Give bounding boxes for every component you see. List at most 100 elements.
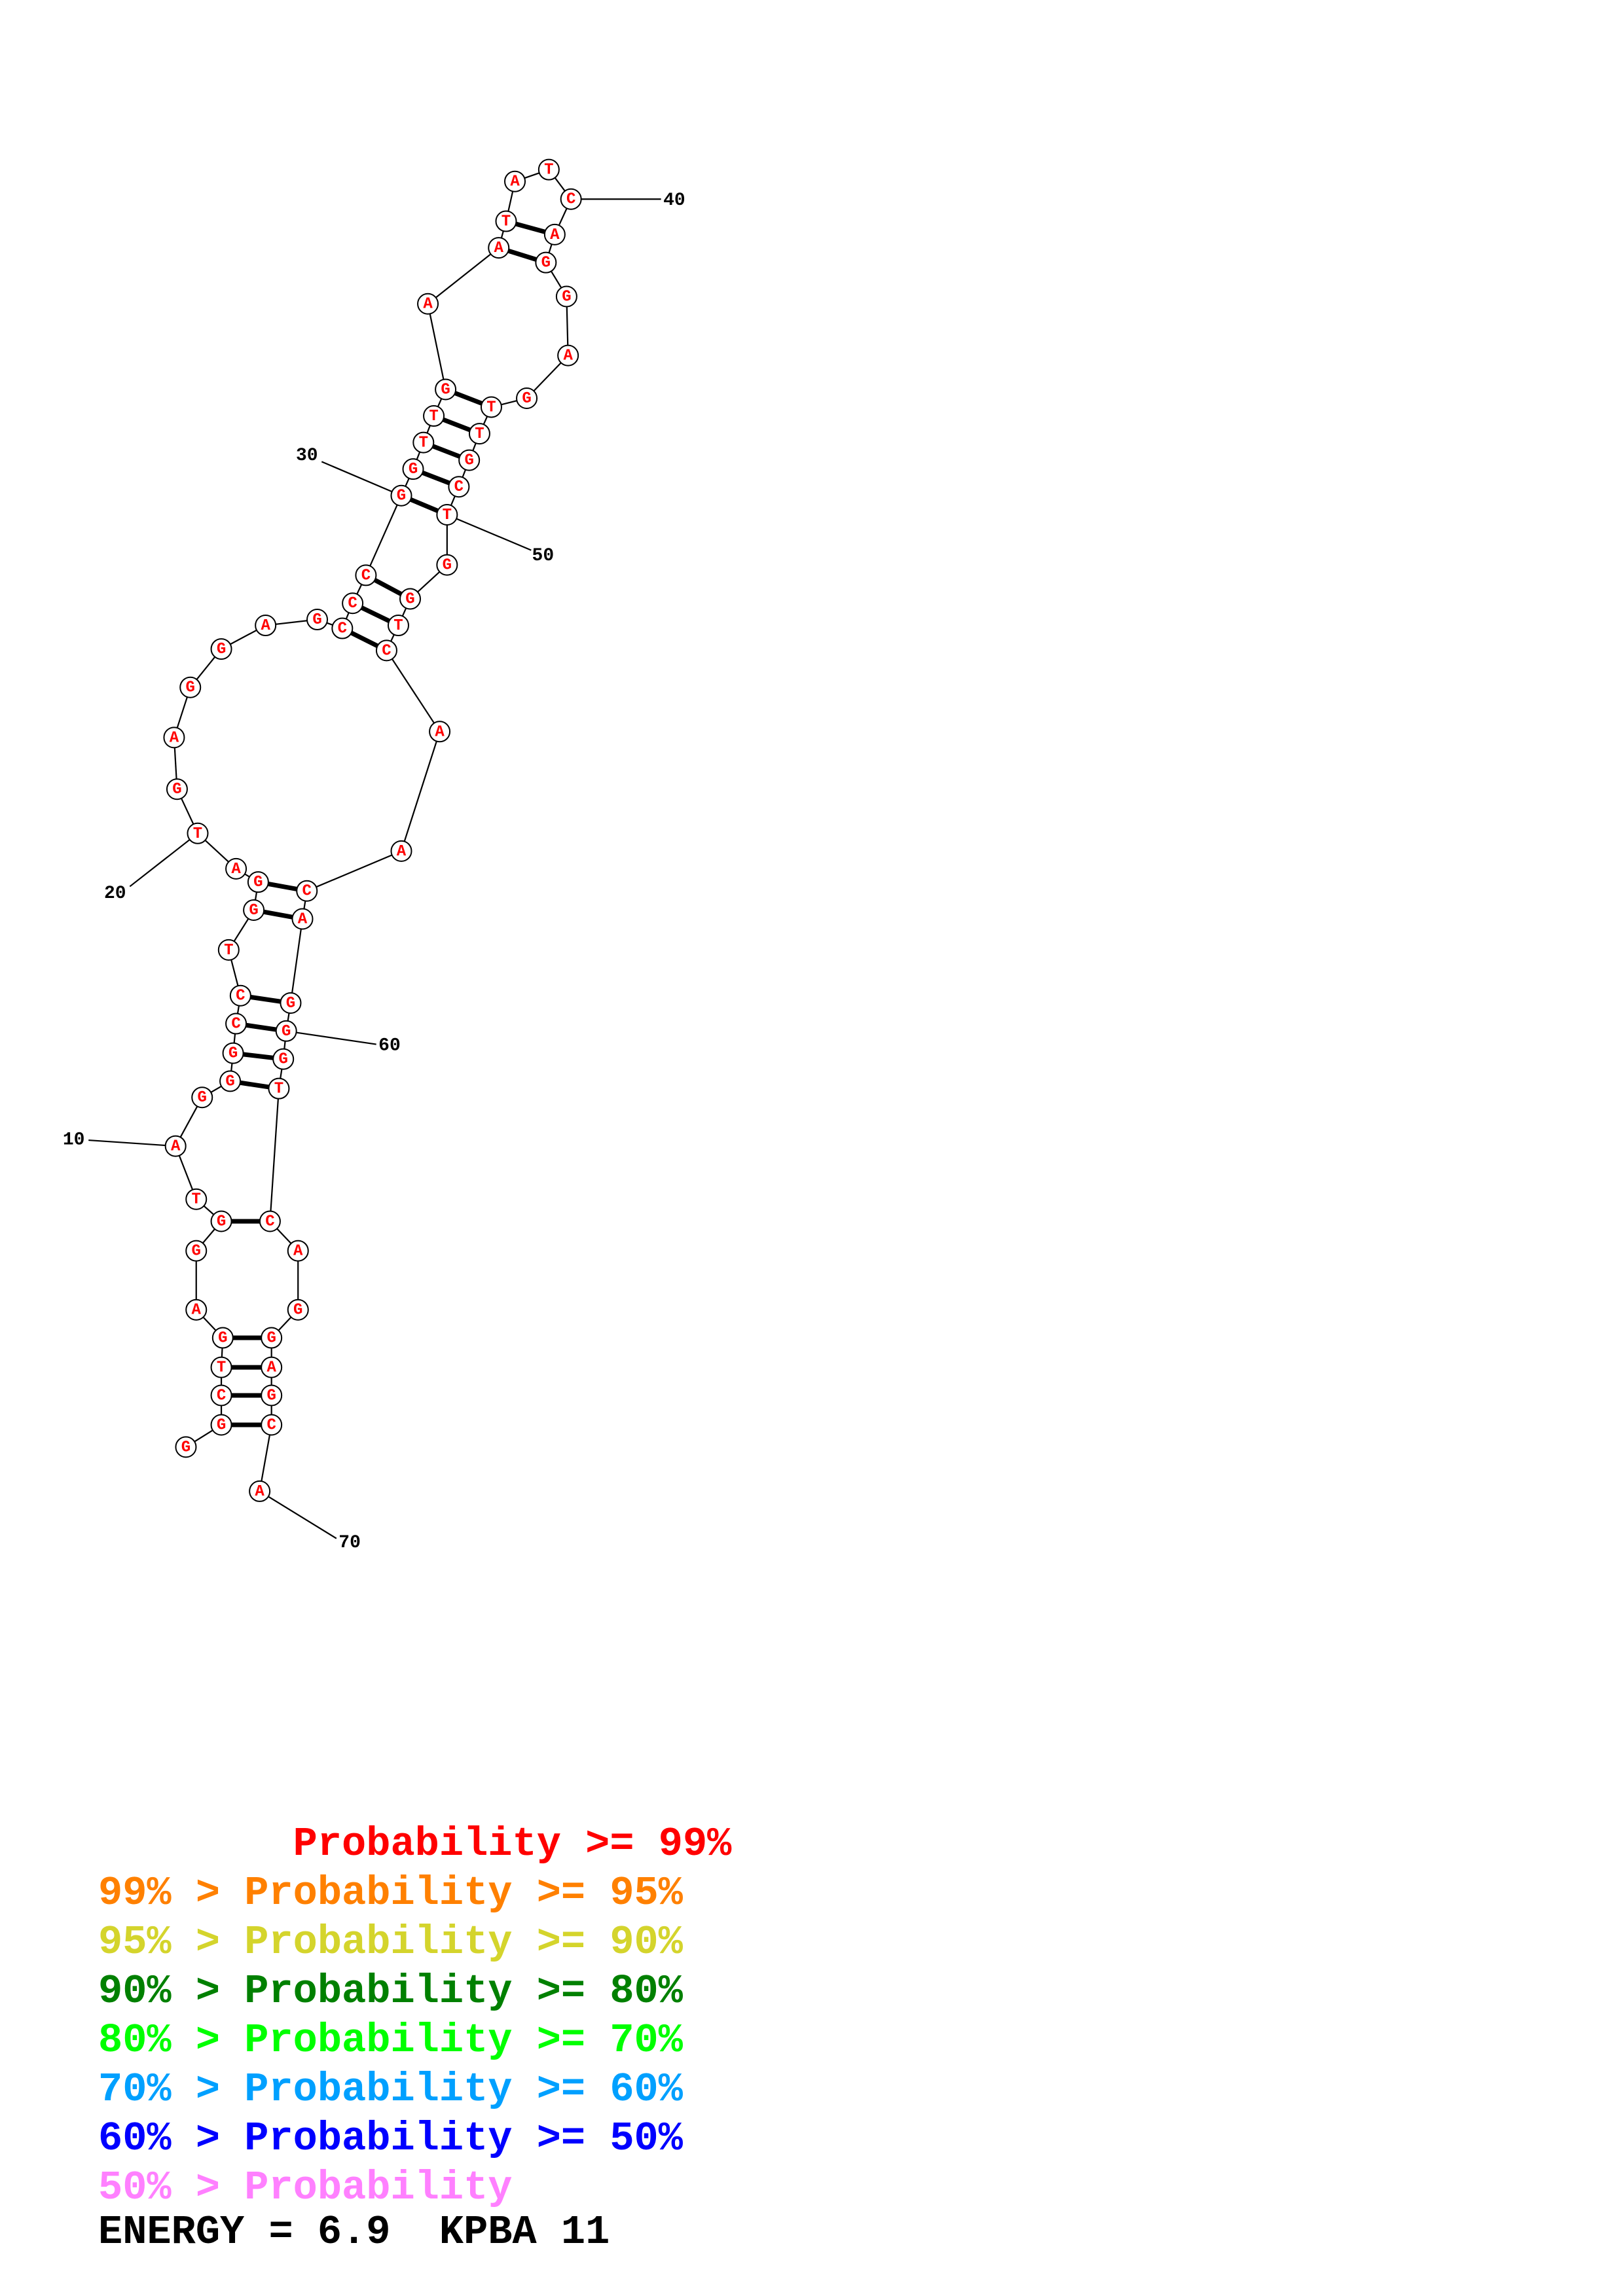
nucleotide: C [296,880,318,902]
base-pair-bonds [221,219,556,1427]
nucleotide-letter: G [266,1387,276,1405]
nucleotide-letter: T [193,825,202,843]
nucleotide: T [210,1356,232,1378]
nucleotide: C [331,617,354,639]
nucleotide-letter: C [454,478,464,496]
nucleotide-letter: G [312,611,321,629]
nucleotide-letter: T [544,162,553,179]
nucleotide-letter: A [563,348,573,365]
nucleotide-circle [210,1356,232,1378]
nucleotide: C [229,984,251,1007]
nucleotide-letter: C [265,1213,274,1231]
nucleotide: G [435,378,457,401]
nucleotide-circle [429,721,451,743]
nucleotide: C [560,188,582,210]
nucleotide-letter: G [181,1439,191,1456]
nucleotide-circle [402,458,424,480]
backbone-segment [427,304,447,390]
nucleotide: G [191,1086,213,1109]
nucleotide-letter: C [236,988,245,1005]
legend-row: 90% > Probability >= 80% [98,1968,683,2015]
nucleotide-letter: G [217,641,226,658]
tick-label: 60 [378,1035,401,1056]
backbone-segment [306,850,402,892]
nucleotide-letter: T [486,399,496,417]
nucleotide-letter: A [170,729,179,747]
nucleotide-circle [387,615,409,637]
tick-line [447,514,532,551]
nucleotide-circle [163,726,185,749]
nucleotide-letter: C [266,1417,276,1435]
nucleotide-letter: T [443,507,452,524]
nucleotide-letter: T [192,1191,201,1209]
nucleotide-circle [560,188,582,210]
nucleotide-circle [448,476,470,498]
tick-line [129,833,198,888]
nucleotide: T [495,210,517,232]
nucleotide: A [417,293,439,315]
nucleotide-circle [191,1086,213,1109]
nucleotide-circle [436,554,458,576]
nucleotide-circle [306,609,329,631]
nucleotide: T [187,822,209,844]
nucleotide: T [480,396,502,418]
nucleotide-circle [166,778,188,800]
nucleotide: T [436,504,458,526]
nucleotide-letter: G [172,781,181,798]
nucleotide-letter: C [338,620,347,638]
nucleotide-circle [210,1210,232,1232]
nucleotide-circle [538,158,560,181]
nucleotide-letter: G [192,1243,201,1261]
tick-label: 10 [63,1130,85,1151]
backbone-segment [259,1424,272,1492]
nucleotide: A [225,857,247,880]
nucleotide-letter: G [253,874,263,891]
nucleotide-letter: A [397,843,407,861]
nucleotide: G [210,1414,232,1436]
nucleotide: G [280,992,302,1014]
nucleotide-letter: G [282,1023,291,1041]
position-ticks: 10 20 30 40 50 60 70 [63,190,685,1553]
backbone-segment [365,495,402,576]
nucleotide: G [210,1210,232,1232]
nucleotide-letter: G [562,288,571,306]
nucleotide-circle [268,1077,290,1100]
nucleotide: G [222,1042,244,1064]
nucleotide-circle [255,615,277,637]
tick-line [259,1490,337,1539]
nucleotide-circle [504,170,526,192]
nucleotide-circle [516,387,538,409]
tick-label: 30 [296,446,318,466]
nucleotide: T [412,431,435,454]
nucleotide-circle [355,564,377,586]
nucleotide: G [458,449,481,471]
probability-legend: Probability >= 99% 99% > Probability >= 9… [98,1820,731,2212]
nucleotide-letter: T [475,425,484,443]
backbone-segment [269,1088,280,1222]
nucleotide: T [387,615,409,637]
nucleotide-circle [436,504,458,526]
nucleotide-circle [259,1210,281,1232]
legend-row: 95% > Probability >= 90% [98,1919,683,1965]
nucleotide-circle [179,676,202,698]
nucleotide: G [275,1020,297,1042]
tick-line [286,1030,376,1045]
nucleotide-letter: G [522,390,531,408]
nucleotide-circle [187,822,209,844]
nucleotide: G [179,676,202,698]
tick-label: 50 [532,546,555,566]
nucleotide-letter: G [464,452,473,470]
nucleotide: A [390,840,412,862]
nucleotide-letter: C [231,1016,240,1033]
nucleotide: G [306,609,329,631]
nucleotide-letter: A [435,723,445,741]
nucleotide-letter: A [510,173,520,191]
nucleotide-circle [458,449,481,471]
nucleotide: A [261,1356,283,1378]
nucleotide-circle [225,857,247,880]
nucleotide-letter: T [429,408,438,425]
nucleotide: A [164,1135,187,1157]
nucleotide-circle [210,638,232,660]
nucleotide-letter: A [266,1359,276,1377]
nucleotide: G [247,871,269,893]
